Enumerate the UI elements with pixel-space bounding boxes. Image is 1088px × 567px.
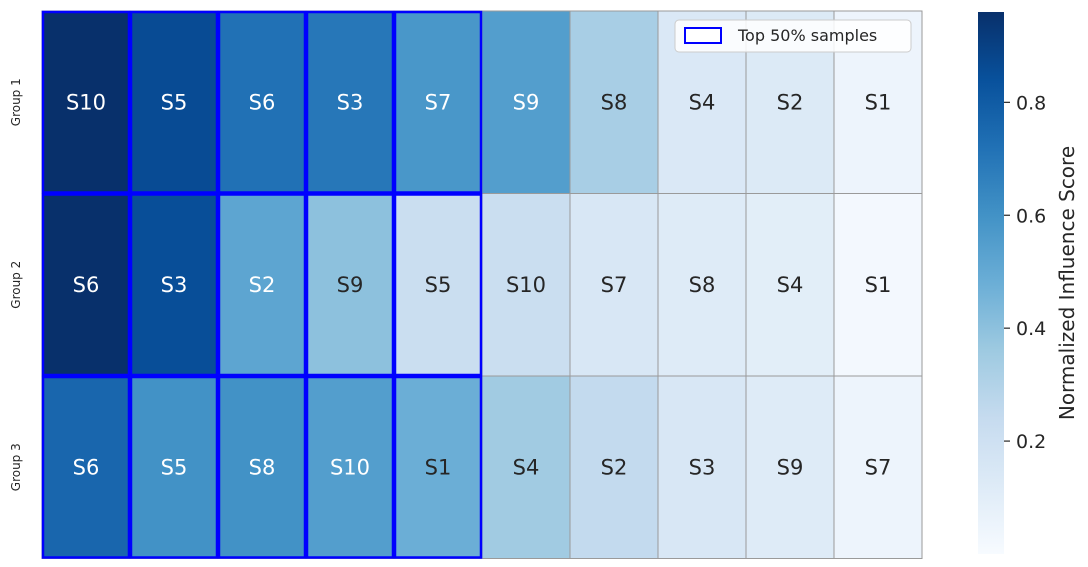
colorbar-ticks: 0.2 0.4 0.6 0.8 (1004, 92, 1046, 453)
cell-label: S7 (865, 455, 892, 479)
heatmap-cell (41, 375, 131, 559)
heatmap-cell (481, 193, 571, 377)
colorbar-tick-label: 0.4 (1016, 318, 1046, 340)
top50-cell-outline (305, 375, 395, 559)
row-labels: Group 1 Group 2 Group 3 (9, 78, 23, 491)
top50-cell-outline (393, 375, 483, 559)
cell-label: S6 (73, 273, 100, 297)
heatmap-cell (129, 193, 219, 377)
cell-label: S6 (249, 90, 276, 114)
heatmap-cell (657, 193, 747, 377)
heatmap-cell (745, 193, 835, 377)
heatmap-cell (833, 375, 923, 559)
row-label: Group 3 (9, 443, 23, 491)
cell-label: S2 (601, 455, 628, 479)
cell-label: S4 (777, 273, 804, 297)
top50-cell-outline (393, 193, 483, 377)
cell-label: S9 (337, 273, 364, 297)
cell-label: S3 (161, 273, 188, 297)
cell-label: S3 (337, 90, 364, 114)
cell-label: S8 (249, 455, 276, 479)
top50-cell-outline (129, 193, 219, 377)
cell-label: S7 (601, 273, 628, 297)
colorbar-tick-label: 0.8 (1016, 92, 1046, 114)
cell-label: S5 (161, 90, 188, 114)
row-label: Group 1 (9, 78, 23, 126)
top50-cell-outline (41, 375, 131, 559)
legend-box (674, 19, 912, 53)
top50-cell-outline (41, 10, 131, 194)
top50-cell-outline (305, 193, 395, 377)
cell-label: S2 (777, 90, 804, 114)
colorbar-gradient (978, 12, 1004, 554)
heatmap-cell (217, 193, 307, 377)
cell-label: S10 (506, 273, 546, 297)
heatmap-cell (305, 375, 395, 559)
heatmap-cell (569, 193, 659, 377)
heatmap-cell (41, 10, 131, 194)
colorbar-title: Normalized Influence Score (1055, 146, 1079, 420)
cell-label: S1 (425, 455, 452, 479)
cell-label: S9 (513, 90, 540, 114)
heatmap-cell (569, 375, 659, 559)
cell-label: S1 (865, 273, 892, 297)
row-label: Group 2 (9, 261, 23, 309)
cell-label: S1 (865, 90, 892, 114)
cell-label: S7 (425, 90, 452, 114)
cell-label: S9 (777, 455, 804, 479)
top50-cell-outline (129, 10, 219, 194)
top50-cell-outline (217, 193, 307, 377)
colorbar-tick-label: 0.2 (1016, 431, 1046, 453)
cell-label: S10 (330, 455, 370, 479)
legend-swatch (684, 27, 722, 44)
heatmap-cell (745, 375, 835, 559)
cell-label: S8 (601, 90, 628, 114)
cell-label: S4 (513, 455, 540, 479)
top50-highlights (41, 10, 483, 559)
top50-cell-outline (393, 10, 483, 194)
top50-cell-outline (129, 375, 219, 559)
heatmap-cell (657, 375, 747, 559)
cell-label: S6 (73, 455, 100, 479)
cell-label: S2 (249, 273, 276, 297)
top50-cell-outline (217, 10, 307, 194)
heatmap-cell (569, 10, 659, 194)
cell-label: S10 (66, 90, 106, 114)
cell-label: S3 (689, 455, 716, 479)
heatmap-cell (393, 375, 483, 559)
top50-cell-outline (41, 193, 131, 377)
cell-label: S4 (689, 90, 716, 114)
colorbar-tick-label: 0.6 (1016, 205, 1046, 227)
heatmap-cell (217, 375, 307, 559)
cell-label: S8 (689, 273, 716, 297)
heatmap-cells: S10 S5 S6 S3 S7 S9 S8 S4 S2 S1 S6 S3 S2 S9 S5 S10 S7 S8 S4… (41, 10, 923, 559)
heatmap-cell (217, 10, 307, 194)
heatmap-cell (393, 10, 483, 194)
legend-label: Top 50% samples (737, 26, 877, 45)
top50-cell-outline (305, 10, 395, 194)
heatmap-cell (393, 193, 483, 377)
heatmap-cell (305, 193, 395, 377)
cell-label: S5 (425, 273, 452, 297)
legend: Top 50% samples (674, 19, 912, 53)
cell-label: S5 (161, 455, 188, 479)
heatmap-cell (481, 10, 571, 194)
heatmap-cell (481, 375, 571, 559)
top50-cell-outline (217, 375, 307, 559)
colorbar: 0.2 0.4 0.6 0.8 Normalized Influence Score (978, 12, 1079, 554)
